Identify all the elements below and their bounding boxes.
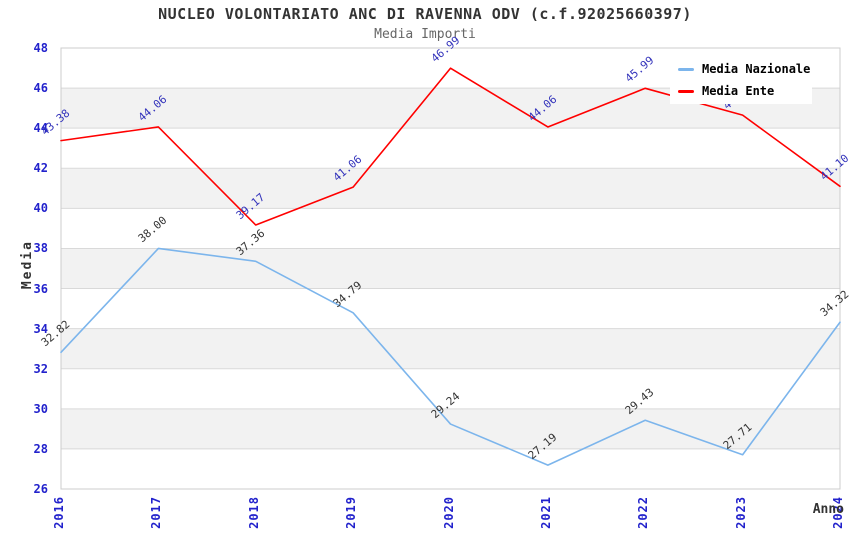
chart-title: NUCLEO VOLONTARIATO ANC DI RAVENNA ODV (… (158, 5, 692, 23)
y-axis-tick-label: 46 (33, 81, 48, 96)
plot-band (61, 248, 840, 289)
y-axis-tick-label: 42 (33, 161, 48, 176)
y-axis-tick-label: 38 (33, 241, 48, 256)
legend-label-media-ente: Media Ente (702, 84, 775, 98)
legend: Media Nazionale Media Ente (670, 56, 812, 104)
series-line-media-ente (60, 67, 841, 226)
y-axis-tick-label: 26 (33, 482, 48, 496)
x-axis-tick-label: 2022 (636, 496, 651, 529)
legend-item-media-nazionale[interactable]: Media Nazionale (670, 58, 812, 80)
plot-border (60, 47, 841, 490)
x-axis-tick-label: 2020 (441, 496, 456, 529)
y-axis-tick-label: 40 (33, 201, 48, 216)
y-axis-title: Media (20, 240, 35, 290)
x-axis-tick-label: 2018 (246, 496, 261, 529)
y-axis-tick-label: 44 (33, 121, 48, 136)
legend-item-media-ente[interactable]: Media Ente (670, 80, 812, 102)
y-axis-tick-label: 28 (33, 441, 48, 456)
legend-marker-media-nazionale-icon (678, 67, 694, 71)
legend-label-media-nazionale: Media Nazionale (702, 62, 811, 76)
y-axis-tick-label: 32 (33, 361, 48, 376)
x-axis-tick-label: 2023 (733, 496, 748, 529)
chart-subtitle: Media Importi (374, 27, 476, 42)
y-axis-tick-label: 48 (33, 41, 48, 55)
x-axis-tick-label: 2016 (52, 496, 66, 529)
x-axis-tick-label: 2021 (538, 496, 553, 529)
plot-band (61, 328, 840, 369)
y-axis-tick-label: 36 (33, 281, 48, 296)
x-axis-tick-label: 2019 (344, 496, 359, 529)
x-axis-tick-label: 2017 (149, 496, 164, 529)
legend-marker-media-ente-icon (678, 89, 694, 93)
y-axis-tick-label: 34 (33, 321, 48, 336)
series-line-media-nazionale (60, 247, 841, 466)
plot-band (61, 168, 840, 209)
y-axis-tick-label: 30 (33, 401, 48, 416)
x-axis-title: Anno (812, 502, 844, 517)
plot-band (61, 408, 840, 449)
